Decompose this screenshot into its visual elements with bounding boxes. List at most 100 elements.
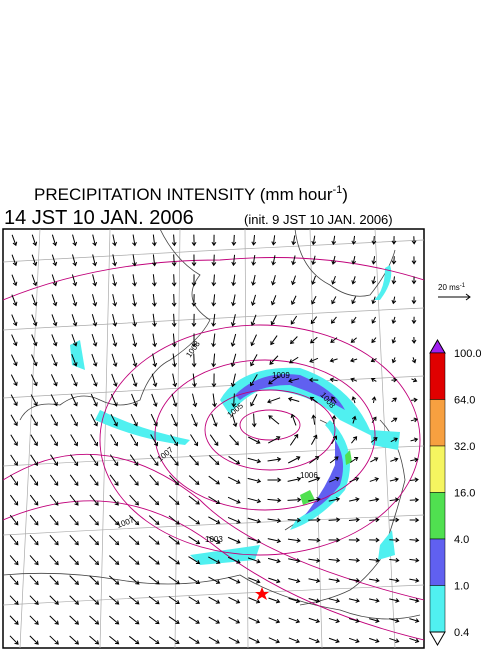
colorbar-segment [429, 585, 446, 633]
wind-arrow [371, 296, 376, 305]
wind-arrow [29, 514, 39, 526]
wind-arrow [330, 316, 337, 324]
wind-arrow [250, 314, 257, 327]
wind-arrow [9, 535, 19, 546]
wind-arrow [309, 357, 319, 363]
wind-arrow [287, 538, 301, 543]
contour-label: 1003 [205, 535, 223, 544]
wind-arrow [389, 577, 400, 583]
wind-arrow [191, 333, 197, 348]
wind-arrow [9, 494, 19, 506]
wind-arrow [290, 315, 298, 325]
wind-arrow [228, 596, 241, 604]
wind-arrow [370, 437, 378, 443]
wind-arrow [369, 497, 380, 503]
wind-arrow [9, 615, 19, 625]
wind-arrow [9, 514, 19, 526]
wind-arrow [228, 455, 241, 465]
wind-arrow [9, 575, 19, 586]
wind-arrow [350, 337, 357, 343]
wind-arrow [369, 477, 380, 482]
wind-arrow [211, 254, 217, 267]
wind-arrow [230, 314, 236, 327]
wind-arrow [31, 254, 38, 267]
wind-arrow [348, 517, 360, 523]
wind-arrow [171, 393, 178, 408]
wind-arrow [247, 557, 261, 564]
wind-arrow [331, 435, 338, 445]
isobars [3, 257, 424, 641]
wind-arrow [411, 316, 417, 325]
wind-arrow [92, 254, 98, 267]
wind-arrow [90, 434, 99, 447]
wind-arrow [409, 517, 420, 523]
wind-arrow [128, 535, 140, 546]
wind-arrow [371, 337, 377, 344]
wind-arrow [290, 336, 298, 345]
wind-arrow [371, 396, 377, 404]
wind-arrow [348, 557, 361, 563]
map: 1008 1009 1005 1006 1007 1008 1007 1003 [2, 228, 425, 649]
wind-arrow [151, 393, 158, 407]
wind-arrow [208, 496, 221, 505]
wind-arrow [91, 373, 98, 387]
wind-arrow [211, 353, 217, 368]
wind-arrow [112, 313, 118, 327]
wind-arrow [351, 436, 358, 444]
wind-arrow [267, 557, 281, 564]
wind-arrow [389, 497, 400, 503]
wind-arrow [411, 357, 417, 364]
wind-arrow [188, 596, 201, 604]
wind-arrow [50, 454, 59, 467]
colorbar-segment [429, 538, 446, 586]
wind-arrow [311, 255, 316, 266]
wind-arrow [130, 434, 139, 447]
wind-arrow [30, 374, 38, 387]
wind-arrow [410, 437, 419, 443]
wind-arrow [389, 598, 400, 603]
wind-arrow [172, 373, 178, 388]
wind-arrow [248, 597, 261, 604]
colorbar-label: 16.0 [454, 488, 475, 500]
wind-arrow [128, 575, 140, 585]
wind-arrow [251, 254, 257, 266]
wind-arrow [211, 413, 218, 427]
wind-arrow [171, 333, 177, 348]
wind-arrow [250, 394, 258, 407]
wind-arrow [290, 295, 297, 306]
wind-arrow [148, 575, 160, 585]
wind-arrow [288, 637, 300, 644]
wind-arrow [291, 275, 296, 286]
latitude-lines [3, 239, 424, 606]
colorbar-segment [429, 352, 446, 400]
wind-arrow [11, 294, 18, 307]
wind-arrow [329, 377, 338, 383]
wind-arrow [287, 476, 302, 482]
wind-arrow [371, 416, 377, 424]
wind-arrow [132, 313, 138, 327]
wind-arrow [168, 555, 181, 565]
wind-arrow [290, 413, 297, 426]
wind-arrow [308, 617, 321, 624]
wind-arrow [311, 275, 317, 285]
wind-arrow [251, 235, 257, 246]
wind-arrow [389, 557, 400, 563]
wind-arrow [227, 556, 241, 564]
wind-arrow [132, 333, 138, 348]
contour-label: 1006 [300, 471, 318, 480]
wind-arrow [190, 434, 199, 447]
wind-arrow [411, 336, 417, 344]
wind-arrow [51, 314, 58, 327]
colorbar-under [429, 631, 446, 647]
wind-arrow [148, 555, 160, 565]
wind-arrow [50, 374, 58, 387]
isobar [99, 324, 421, 556]
wind-arrow [9, 595, 19, 606]
wind-arrow [411, 256, 417, 265]
wind-arrow [188, 515, 201, 525]
wind-arrow [328, 517, 341, 523]
precip-west [95, 410, 190, 445]
coast-south [3, 572, 421, 620]
wind-arrow [409, 497, 420, 503]
valid-time: 14 JST 10 JAN. 2006 [4, 207, 194, 229]
